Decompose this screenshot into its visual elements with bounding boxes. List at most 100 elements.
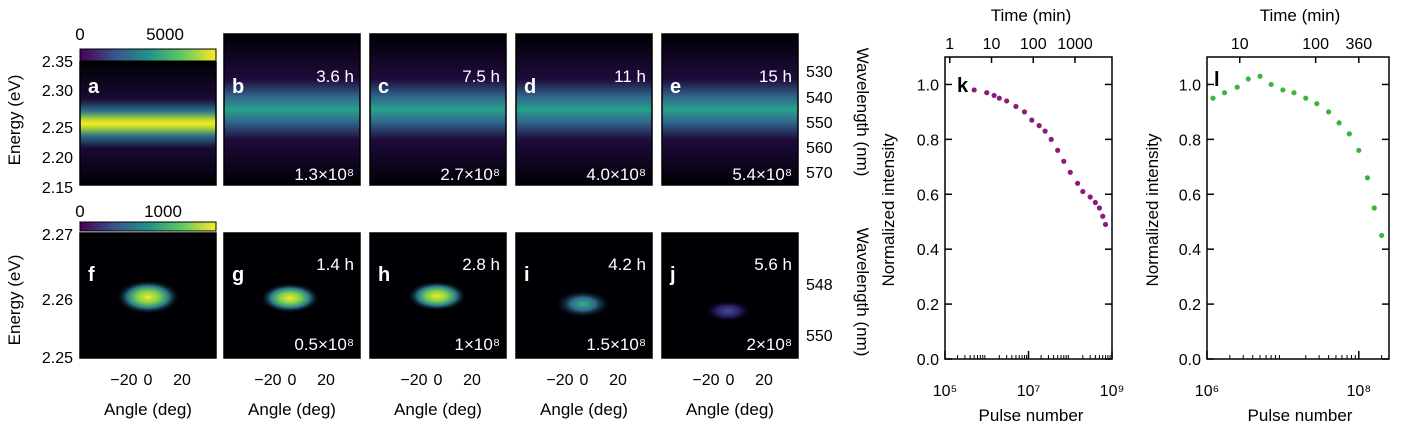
top-tick-label: 100: [1020, 36, 1047, 53]
panel-letter: e: [670, 76, 681, 98]
scatter-panel-k: k Time (min) Pulse number Normalized int…: [879, 6, 1124, 425]
pulse-count: 1.3×10⁸: [294, 165, 354, 184]
panel-letter: d: [524, 76, 536, 98]
angle-tick: −20: [546, 372, 573, 389]
heatmap-image: [223, 33, 361, 186]
angle-tick: 0: [144, 372, 153, 389]
pulse-count: 2×10⁸: [747, 335, 792, 354]
wavelength-axis-label: Wavelength (nm): [853, 228, 872, 357]
x-tick-label: 10⁹: [1100, 383, 1125, 400]
energy-tick: 2.27: [42, 227, 73, 244]
y-tick-label: 0.4: [917, 242, 939, 259]
panel-letter: i: [524, 264, 530, 286]
panel-letter: a: [88, 76, 100, 98]
top-tick-label: 10: [983, 36, 1001, 53]
scatter-panel-l: l Time (min) Pulse number Normalized int…: [1143, 6, 1390, 425]
data-point: [1234, 84, 1240, 90]
heatmap-panel-g: g 1.4 h 0.5×10⁸: [223, 232, 361, 359]
heatmap-panel-f: f: [79, 232, 217, 359]
plot-frame: [1206, 56, 1390, 360]
panel-letter: k: [957, 75, 969, 97]
panel-letter: c: [378, 76, 389, 98]
emission-spot: [407, 281, 467, 311]
energy-tick: 2.30: [42, 83, 73, 100]
data-point: [1048, 136, 1054, 142]
data-point: [1364, 175, 1371, 181]
data-points: [971, 87, 1109, 228]
angle-tick: −20: [254, 372, 281, 389]
energy-axis-label: Energy (eV): [5, 75, 24, 166]
heatmap-image: [369, 33, 507, 186]
angle-axis-label: Angle (deg): [104, 400, 192, 419]
energy-tick: 2.25: [42, 350, 73, 367]
energy-tick: 2.25: [42, 120, 73, 137]
data-point: [1061, 158, 1067, 164]
data-point: [1221, 90, 1228, 96]
heatmap-panel-e: e 15 h 5.4×10⁸: [661, 33, 799, 186]
data-point: [1042, 128, 1048, 134]
angle-axis-label: Angle (deg): [540, 400, 628, 419]
data-point: [1004, 98, 1010, 104]
plot-frame: [944, 56, 1113, 360]
angle-tick: 20: [463, 372, 481, 389]
data-point: [1055, 147, 1061, 153]
pulse-count: 1×10⁸: [455, 335, 500, 354]
wavelength-tick: 530: [806, 64, 833, 81]
x-tick-label: 10⁵: [933, 383, 957, 400]
y-tick-label: 0.2: [917, 297, 939, 314]
y-tick-label: 1.0: [917, 77, 939, 94]
elapsed-time: 5.6 h: [754, 255, 792, 274]
heatmap-image: [79, 61, 217, 186]
data-point: [1087, 194, 1093, 200]
colorbar-tick: 0: [75, 202, 84, 221]
panel-letter: l: [1214, 69, 1220, 91]
emission-spot: [704, 300, 752, 322]
heatmap-panel-d: d 11 h 4.0×10⁸: [515, 33, 653, 186]
data-point: [1080, 188, 1086, 195]
colorbar-row-2: [79, 221, 217, 232]
data-point: [991, 92, 997, 99]
data-point: [984, 90, 990, 96]
panel-letter: b: [232, 76, 244, 98]
data-point: [1291, 90, 1297, 96]
emission-spot: [116, 280, 180, 314]
y-tick-label: 0.8: [917, 132, 939, 149]
data-point: [1067, 169, 1073, 175]
pulse-count: 4.0×10⁸: [586, 165, 646, 184]
colorbar-row-1: [79, 48, 217, 62]
wavelength-axis-label: Wavelength (nm): [853, 48, 872, 177]
pulse-count: 5.4×10⁸: [732, 165, 792, 184]
data-point: [1102, 221, 1109, 228]
y-tick-label: 1.0: [1179, 77, 1201, 94]
heatmap-row-1: 0 5000 Energy (eV) 2.35 2.30 2.25 2.20 2…: [5, 25, 872, 197]
angle-axis-label: Angle (deg): [686, 400, 774, 419]
data-point: [1013, 103, 1019, 110]
angle-tick: −20: [400, 372, 427, 389]
top-tick-label: 10: [1231, 36, 1249, 53]
pulse-count: 1.5×10⁸: [586, 335, 646, 354]
pulse-count: 2.7×10⁸: [440, 165, 500, 184]
data-point: [1075, 180, 1081, 186]
data-point: [1100, 213, 1106, 219]
wavelength-tick: 540: [806, 90, 833, 107]
heatmap-panel-j: j 5.6 h 2×10⁸: [661, 232, 799, 359]
energy-tick: 2.15: [42, 180, 73, 197]
wavelength-tick: 548: [806, 277, 833, 294]
elapsed-time: 3.6 h: [316, 67, 354, 86]
energy-axis-label: Energy (eV): [5, 255, 24, 346]
y-tick-label: 0.0: [1179, 352, 1201, 369]
angle-tick: 20: [609, 372, 627, 389]
data-point: [1268, 81, 1274, 88]
heatmap-panel-a: a: [79, 61, 217, 186]
y-axis-label: Normalized intensity: [1143, 133, 1162, 287]
angle-tick: 0: [434, 372, 443, 389]
top-tick-label: 100: [1302, 36, 1329, 53]
energy-tick: 2.26: [42, 292, 73, 309]
panel-letter: f: [88, 264, 95, 286]
top-axis-label: Time (min): [991, 6, 1072, 25]
elapsed-time: 1.4 h: [316, 255, 354, 274]
data-point: [1379, 232, 1385, 239]
y-tick-label: 0.0: [917, 352, 939, 369]
emission-spot: [555, 290, 611, 318]
top-tick-label: 360: [1345, 36, 1372, 53]
